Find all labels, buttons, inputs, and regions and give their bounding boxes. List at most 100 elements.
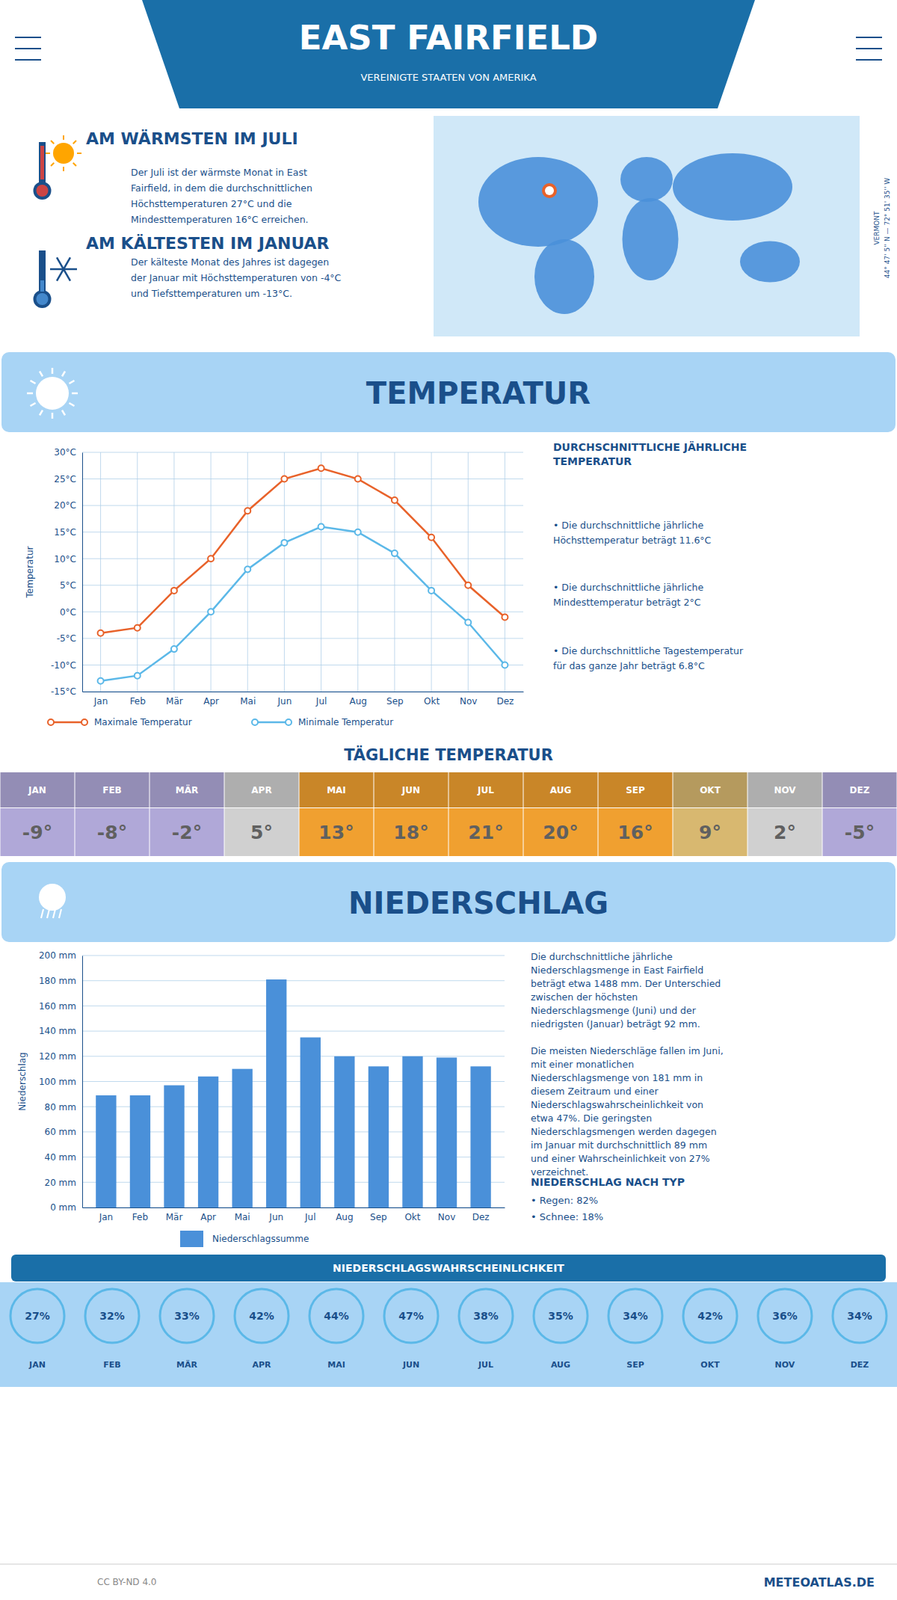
section-header: TEMPERATUR [1,352,896,433]
annotation-line: Höchsttemperatur beträgt 11.6°C [553,534,712,546]
sun-ray [39,410,43,416]
grid-line [320,452,322,692]
legend-label: Maximale Temperatur [94,716,193,728]
category-label: DEZ [850,1359,870,1370]
warmest-title: AM WÄRMSTEN IM JULI [85,129,299,149]
tick-label: Sep [386,695,404,707]
value-cell [673,808,748,856]
tick-label: -5°C [56,633,77,644]
annotation: Die durchschnittliche jährlicheNiedersch… [530,950,724,1178]
thermometer [38,142,46,187]
wind-line [14,36,42,39]
tick-label: Jun [268,1211,284,1223]
data-label: 5° [250,821,273,844]
tick-label: -10°C [50,660,77,671]
tick: 20 mm [44,1177,83,1188]
rain-drop [53,908,56,918]
grid-line [100,452,101,692]
header-cell [299,772,374,808]
sun-ray [76,152,82,154]
sun-icon [53,142,75,164]
header-cell [523,772,598,808]
point [501,661,508,668]
point [97,677,104,684]
data-label: 21° [467,821,504,844]
strip: JAN-9°FEB-8°MÄR-2°APR5°MAI13°JUN18°JUL21… [0,772,897,856]
tick: Mär [165,691,184,707]
annotation-line: • Die durchschnittliche Tagestemperatur [553,645,744,657]
probability-circle [683,1288,738,1343]
tick-label: Aug [349,695,368,707]
annotation: • Die durchschnittliche Tagestemperaturf… [553,645,744,672]
tick-label: -15°C [50,686,77,697]
point [355,529,362,536]
legend-marker [285,719,292,726]
tick: Apr [200,1207,217,1223]
data-label: 16° [617,821,653,844]
grid-line [393,452,395,692]
value-cell [822,808,897,856]
data-label: 42% [248,1309,275,1322]
tick-label: 80 mm [44,1101,77,1113]
tick: Mär [165,1207,184,1223]
value-cell [75,808,150,856]
tick: 0 mm [50,1201,83,1213]
tick: 25°C [53,473,83,485]
bar [163,1085,184,1208]
sun-ray [71,392,78,395]
tick-label: 0°C [59,606,77,618]
grid [82,452,524,692]
wind-line [14,47,42,50]
category-label: JUN [401,784,421,796]
tick: Nov [438,1207,456,1223]
location-dot-center [544,186,554,196]
category-label: APR [251,1359,272,1370]
x-axis: JanFebMärAprMaiJunJulAugSepOktNovDez [82,691,524,707]
sun-ray [39,371,43,377]
point [281,539,288,546]
grid-line [467,452,469,692]
data-label: 47% [398,1309,424,1322]
region: VERMONT [873,210,881,246]
grid-line [82,1055,505,1057]
thermometer-fill [40,280,45,292]
line [100,526,506,681]
annotation: • Schnee: 18% [530,1210,604,1223]
footer-right: METEOATLAS.DE [763,1574,875,1590]
category-label: NOV [775,1359,796,1370]
sun-ray [30,402,36,406]
value-cell [598,808,673,856]
tick: Feb [130,691,146,707]
axis-line [82,956,83,1208]
thermometer [33,181,52,200]
data-label: 38% [473,1309,499,1322]
tick: Feb [132,1207,149,1223]
grid-line [173,452,175,692]
point [244,565,251,572]
grid-line [82,505,524,507]
data-label: 27% [24,1309,51,1322]
bar [130,1095,151,1208]
tick: Jan [93,691,109,707]
data-label: 18° [393,821,429,844]
tick: 180 mm [38,975,83,986]
rain-drop [59,908,62,918]
point [355,476,362,483]
sun-ray [69,402,75,406]
annotation-line: DURCHSCHNITTLICHE JÄHRLICHE [553,441,747,453]
tick-label: Nov [438,1211,456,1223]
tick-label: 25°C [53,473,77,485]
value-cell [748,808,823,856]
point [501,613,508,620]
data-label: -2° [171,821,202,844]
category-label: MÄR [176,1358,198,1370]
warmest-text-line: Höchsttemperaturen 27°C und die [130,198,293,210]
probability-circle [384,1288,439,1343]
category-label: AUG [550,784,572,796]
annotation: NIEDERSCHLAG NACH TYP [530,1175,685,1188]
value-cell [374,808,449,856]
tick: Jun [277,691,293,707]
sun-ray [62,166,65,172]
tick: Sep [370,1207,388,1223]
category-label: SEP [626,1359,645,1370]
